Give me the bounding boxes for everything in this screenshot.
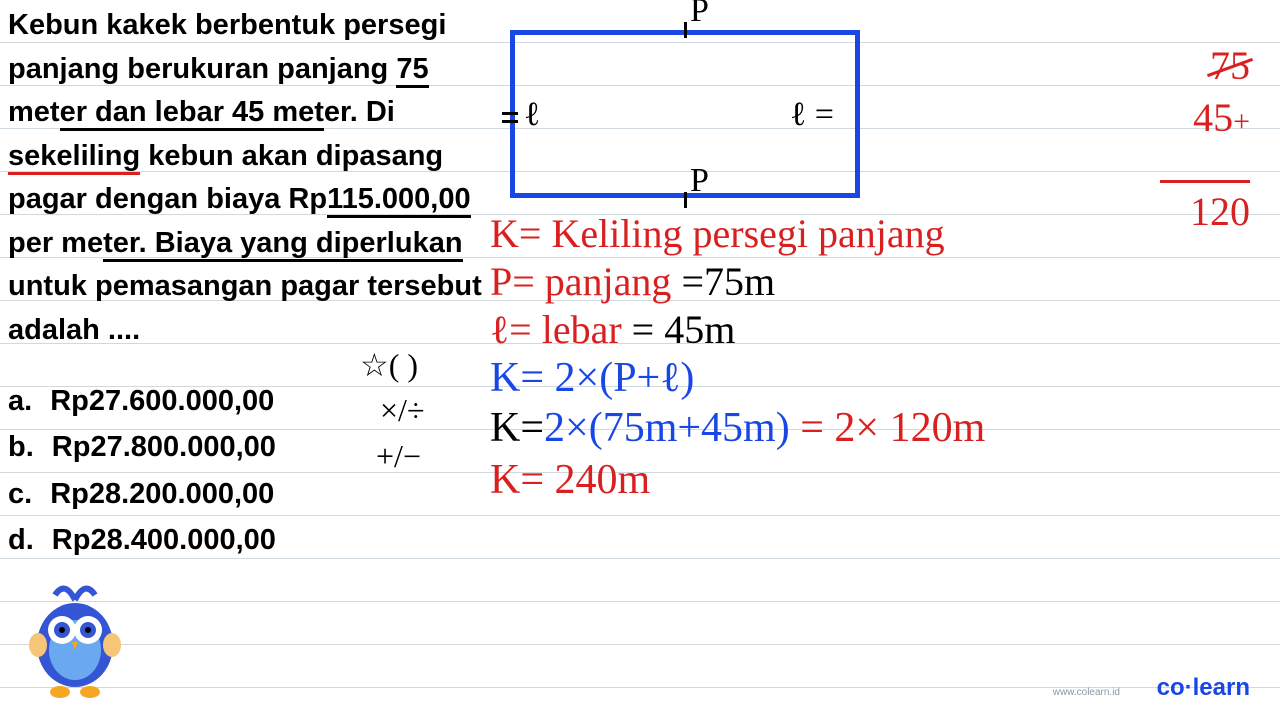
problem-text: Kebun kakek berbentuk persegi panjang be… (8, 4, 484, 352)
option-b-text: Rp27.800.000,00 (52, 424, 276, 470)
k-sub-a: K= (490, 405, 544, 451)
logo-learn: learn (1193, 674, 1250, 701)
plusmin-annotation: +/− (376, 438, 421, 475)
calc-result: 120 (1190, 189, 1250, 234)
k-sub-b: 2×(75m+45m) (544, 405, 790, 451)
option-a-text: Rp27.600.000,00 (50, 378, 274, 424)
problem-line3a: met (8, 96, 60, 128)
option-a: a. Rp27.600.000,00 (8, 378, 276, 424)
rect-right-label: ℓ = (790, 96, 834, 134)
option-c-letter: c. (8, 471, 32, 517)
problem-line4b: kebun akan dipasang (140, 140, 443, 172)
logo-dot: · (1185, 674, 1193, 701)
rect-top-label: P (690, 0, 709, 30)
k-formula: K= 2×(P+ℓ) (490, 354, 694, 402)
tick-left-2 (502, 120, 518, 123)
problem-line3b: er dan lebar 45 met (60, 96, 324, 131)
options-list: a. Rp27.600.000,00 b. Rp27.800.000,00 c. Rp… (8, 378, 276, 564)
colearn-logo: co·learn (1157, 674, 1250, 702)
side-calculation: 75 45+ 120 (1160, 40, 1250, 238)
l-definition: ℓ= lebar = 45m (490, 306, 735, 353)
option-d: d. Rp28.400.000,00 (8, 517, 276, 563)
calc-plus: + (1233, 105, 1250, 138)
calc-line (1160, 180, 1250, 183)
problem-line7: untuk pemasangan pagar tersebut (8, 270, 482, 302)
problem-line6a: per me (8, 227, 103, 259)
calc-n2: 45 (1193, 95, 1233, 140)
problem-line2a: panjang berukuran panjang (8, 53, 396, 85)
option-b: b. Rp27.800.000,00 (8, 424, 276, 470)
p-def-b: =75m (671, 259, 775, 304)
l-def-a: ℓ= lebar (490, 307, 622, 352)
option-c-text: Rp28.200.000,00 (50, 471, 274, 517)
option-b-letter: b. (8, 424, 34, 470)
k-sub-c: = 2× 120m (790, 405, 986, 451)
tick-bottom (684, 192, 687, 208)
k-substitution: K=2×(75m+45m) = 2× 120m (490, 404, 985, 452)
problem-num75: 75 (396, 53, 428, 88)
xdiv-annotation: ×/÷ (380, 392, 425, 429)
option-d-letter: d. (8, 517, 34, 563)
p-def-a: P= panjang (490, 259, 671, 304)
rect-bottom-label: P (690, 162, 709, 200)
p-definition: P= panjang =75m (490, 258, 775, 305)
rect-left-label: ℓ (524, 96, 540, 134)
star-annotation: ☆( ) (360, 346, 418, 384)
option-d-text: Rp28.400.000,00 (52, 517, 276, 563)
k-result: K= 240m (490, 456, 650, 504)
problem-line6b: ter. Biaya (103, 227, 232, 262)
problem-line4a: sekeliling (8, 140, 140, 175)
problem-line1: Kebun kakek berbentuk persegi (8, 9, 446, 41)
problem-line5a: pagar dengan biaya Rp (8, 183, 327, 215)
option-a-letter: a. (8, 378, 32, 424)
problem-line5b: 115.000,00 (327, 183, 471, 218)
mascot-icon (20, 570, 130, 700)
problem-line6c: yang diperlukan (232, 227, 462, 262)
l-def-b: = 45m (622, 307, 736, 352)
problem-line8: adalah .... (8, 314, 140, 346)
tick-left-1 (502, 112, 518, 115)
problem-line3c: er. Di (324, 96, 395, 128)
footer-url: www.colearn.id (1053, 687, 1120, 698)
k-definition: K= Keliling persegi panjang (490, 210, 945, 257)
tick-top (684, 22, 687, 38)
option-c: c. Rp28.200.000,00 (8, 471, 276, 517)
logo-co: co (1157, 674, 1185, 701)
calc-n1: 75 (1210, 43, 1250, 88)
